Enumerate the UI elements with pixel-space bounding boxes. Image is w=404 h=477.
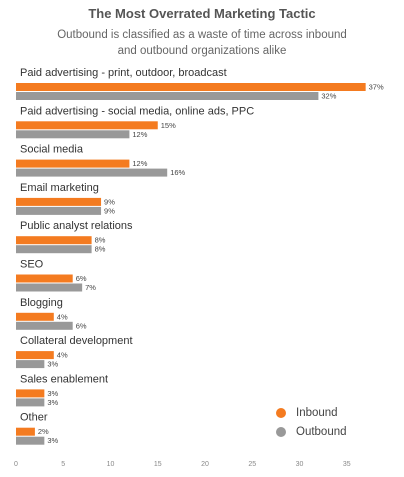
x-tick-label: 20 — [201, 461, 209, 468]
category-label: Paid advertising - print, outdoor, broad… — [20, 67, 227, 79]
bar-outbound — [16, 168, 168, 177]
legend-swatch-inbound — [276, 407, 286, 418]
value-label-inbound: 37% — [369, 83, 384, 92]
category-label: Sales enablement — [20, 373, 108, 385]
value-label-outbound: 12% — [132, 130, 147, 139]
bar-inbound — [16, 427, 35, 436]
category-label: Public analyst relations — [20, 220, 133, 232]
category-label: Blogging — [20, 297, 63, 309]
bar-inbound — [16, 197, 102, 206]
value-label-outbound: 8% — [95, 245, 106, 254]
bar-inbound — [16, 312, 54, 321]
bar-outbound — [16, 283, 83, 292]
x-tick-label: 25 — [248, 461, 256, 468]
value-label-inbound: 12% — [132, 159, 147, 168]
value-label-outbound: 32% — [321, 92, 336, 101]
x-tick-label: 30 — [296, 461, 304, 468]
category-label: SEO — [20, 259, 44, 271]
chart-subtitle: Outbound is classified as a waste of tim… — [0, 27, 404, 59]
value-label-outbound: 3% — [47, 398, 58, 407]
bar-inbound — [16, 389, 45, 398]
bar-outbound — [16, 398, 45, 407]
bar-outbound — [16, 206, 102, 215]
bar-outbound — [16, 92, 319, 100]
value-label-inbound: 6% — [76, 274, 87, 283]
category-label: Email marketing — [20, 182, 99, 194]
value-label-outbound: 16% — [170, 168, 185, 177]
value-label-inbound: 2% — [38, 427, 49, 436]
category-label: Collateral development — [20, 335, 133, 347]
bar-inbound — [16, 83, 366, 91]
value-label-outbound: 3% — [47, 436, 58, 445]
value-label-inbound: 3% — [47, 389, 58, 398]
x-tick-label: 15 — [154, 461, 162, 468]
subtitle-line-2: and outbound organizations alike — [117, 45, 287, 57]
bar-inbound — [16, 121, 158, 130]
value-label-outbound: 9% — [104, 206, 115, 215]
x-tick-label: 10 — [107, 461, 115, 468]
category-label: Paid advertising - social media, online … — [20, 105, 254, 117]
x-tick-label: 0 — [14, 461, 18, 468]
value-label-outbound: 6% — [76, 321, 87, 330]
value-label-inbound: 4% — [57, 351, 68, 360]
bar-outbound — [16, 360, 45, 369]
legend: Inbound Outbound — [276, 403, 347, 441]
value-label-outbound: 3% — [47, 360, 58, 369]
legend-swatch-outbound — [276, 426, 286, 437]
category-label: Social media — [20, 144, 84, 156]
legend-label-inbound: Inbound — [296, 406, 338, 419]
value-label-outbound: 7% — [85, 283, 96, 292]
value-label-inbound: 15% — [161, 121, 176, 130]
bar-outbound — [16, 436, 45, 445]
legend-label-outbound: Outbound — [296, 425, 347, 438]
bar-outbound — [16, 321, 73, 330]
bar-inbound — [16, 236, 92, 245]
legend-item-inbound[interactable]: Inbound — [276, 403, 347, 422]
category-label: Other — [20, 412, 48, 424]
value-label-inbound: 9% — [104, 197, 115, 206]
subtitle-line-1: Outbound is classified as a waste of tim… — [57, 29, 347, 41]
chart-title: The Most Overrated Marketing Tactic — [88, 6, 316, 21]
bar-inbound — [16, 159, 130, 168]
legend-item-outbound[interactable]: Outbound — [276, 422, 347, 441]
x-tick-label: 5 — [61, 461, 65, 468]
value-label-inbound: 4% — [57, 312, 68, 321]
bar-inbound — [16, 274, 73, 283]
value-label-inbound: 8% — [95, 236, 106, 245]
x-tick-label: 35 — [343, 461, 351, 468]
bar-outbound — [16, 245, 92, 254]
bar-inbound — [16, 351, 54, 360]
bar-outbound — [16, 130, 130, 139]
